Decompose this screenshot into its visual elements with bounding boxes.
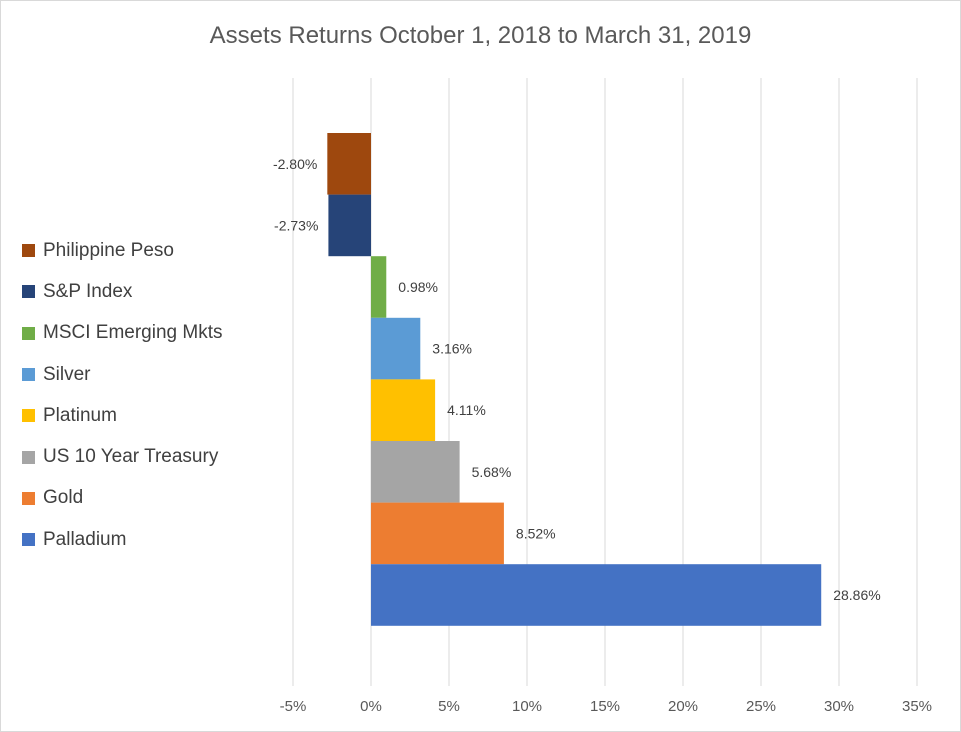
x-tick-label: 5% <box>438 698 460 715</box>
legend-label: MSCI Emerging Mkts <box>43 322 223 344</box>
data-label: -2.80% <box>273 156 317 172</box>
legend-swatch <box>22 244 35 258</box>
legend-item-philippine-peso: Philippine Peso <box>22 230 272 271</box>
legend-item-gold: Gold <box>22 478 272 519</box>
legend-item-us-10-year-treasury: US 10 Year Treasury <box>22 436 272 477</box>
bar-us-10-year-treasury <box>371 441 460 503</box>
x-tick-label: 10% <box>512 698 542 715</box>
x-tick-label: 35% <box>902 698 932 715</box>
data-label: 28.86% <box>833 587 880 603</box>
bar-gold <box>371 502 504 565</box>
x-tick-label: 25% <box>746 698 776 715</box>
legend-swatch <box>22 368 35 382</box>
x-tick-label: 0% <box>360 698 382 715</box>
legend-label: Silver <box>43 363 91 385</box>
chart-title: Assets Returns October 1, 2018 to March … <box>209 22 752 49</box>
legend-swatch <box>22 491 35 505</box>
data-label: 0.98% <box>398 279 438 295</box>
legend-swatch <box>22 450 35 464</box>
bar-platinum <box>371 379 436 441</box>
data-label: 8.52% <box>516 525 556 541</box>
x-tick-label: -5% <box>280 698 307 715</box>
bar-s-p-index <box>328 194 371 257</box>
legend-item-palladium: Palladium <box>22 519 272 560</box>
bar-silver <box>371 317 421 380</box>
legend-swatch <box>22 326 35 340</box>
x-tick-label: 20% <box>668 698 698 715</box>
data-label: 3.16% <box>432 341 472 357</box>
data-label: 4.11% <box>447 402 486 418</box>
x-tick-label: 15% <box>590 698 620 715</box>
legend-label: S&P Index <box>43 280 133 302</box>
legend-label: Philippine Peso <box>43 239 174 261</box>
bar-palladium <box>371 564 822 626</box>
legend-item-sp-index: S&P Index <box>22 271 272 312</box>
bar-msci-emerging-mkts <box>371 256 387 318</box>
data-label: 5.68% <box>472 464 512 480</box>
legend-label: Palladium <box>43 528 127 550</box>
x-tick-label: 30% <box>824 698 854 715</box>
legend-item-silver: Silver <box>22 354 272 395</box>
legend-label: Platinum <box>43 404 117 426</box>
legend-swatch <box>22 533 35 547</box>
legend-swatch <box>22 409 35 423</box>
legend-item-msci-emerging-mkts: MSCI Emerging Mkts <box>22 313 272 354</box>
legend-label: Gold <box>43 487 84 509</box>
legend: Philippine Peso S&P Index MSCI Emerging … <box>22 230 272 560</box>
legend-swatch <box>22 285 35 299</box>
data-label: -2.73% <box>274 217 318 233</box>
legend-item-platinum: Platinum <box>22 395 272 436</box>
bar-philippine-peso <box>327 133 371 195</box>
legend-label: US 10 Year Treasury <box>43 446 219 468</box>
